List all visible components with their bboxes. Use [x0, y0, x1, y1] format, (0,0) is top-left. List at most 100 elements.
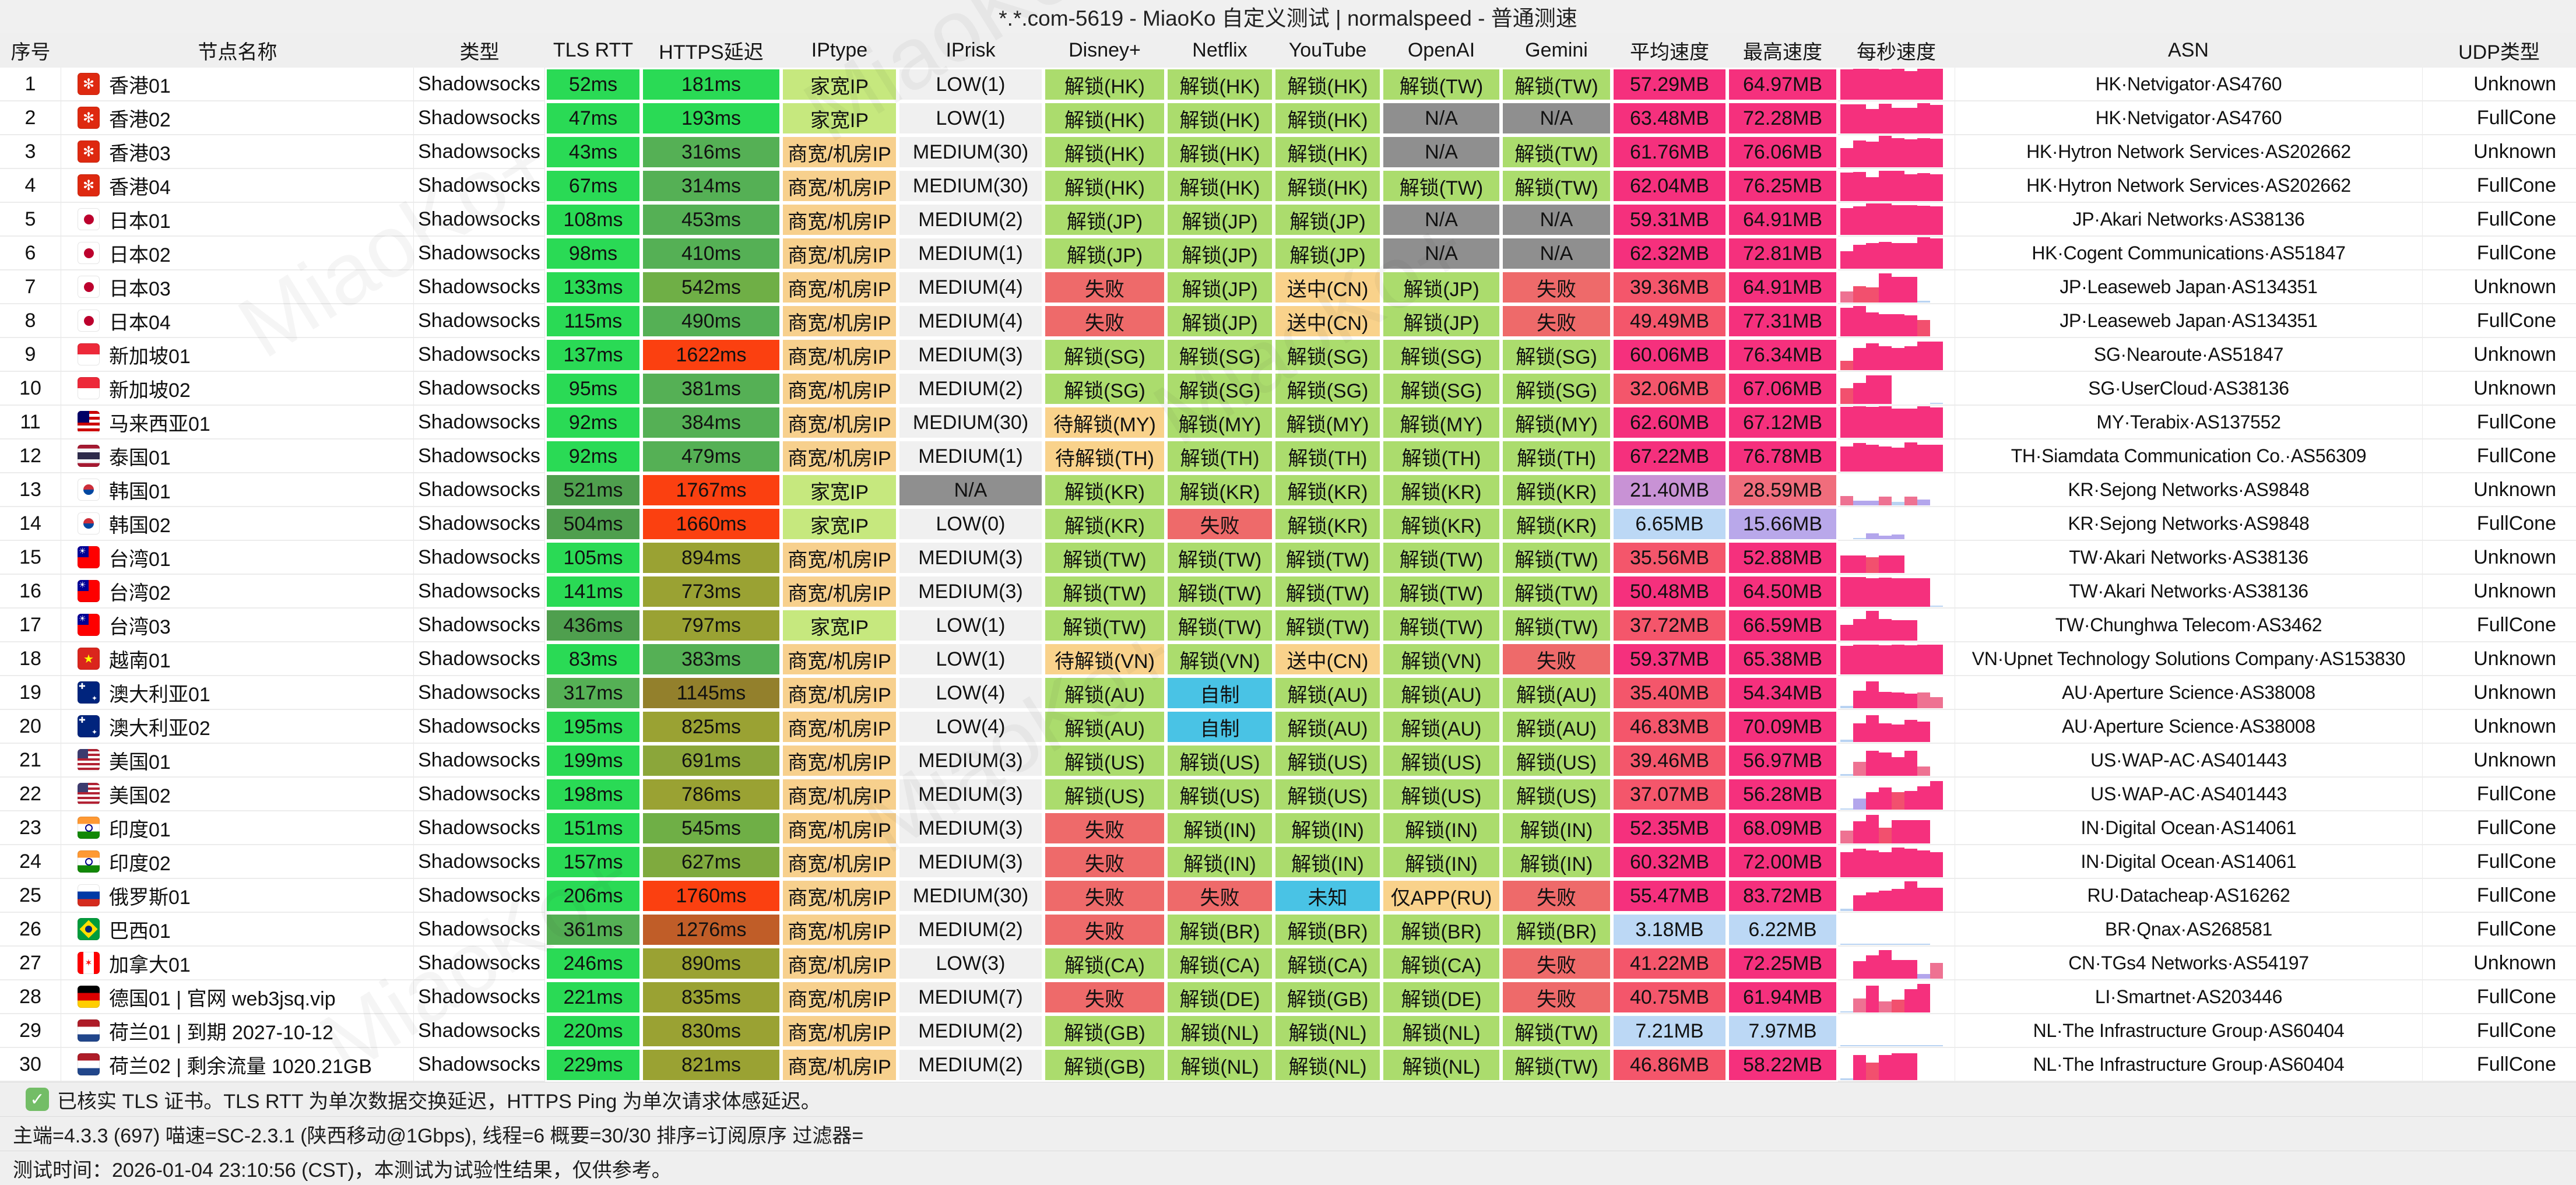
- speed-bar: [1917, 820, 1930, 843]
- cell-asn: US·WAP-AC·AS401443: [1955, 744, 2422, 778]
- node-name-label: 日本02: [109, 244, 171, 266]
- speed-bar: [1917, 103, 1930, 133]
- per-second-speed-bars: [1840, 913, 1944, 945]
- cell-max-speed: 64.50MB: [1727, 575, 1838, 609]
- speed-bar: [1879, 944, 1892, 945]
- flag-icon-br: [78, 918, 100, 940]
- speed-bar: [1892, 959, 1904, 979]
- cell-asn: BR·Qnax·AS268581: [1955, 913, 2422, 947]
- cell-tls-rtt: 98ms: [545, 237, 641, 270]
- speed-bar: [1892, 138, 1904, 167]
- speed-bar: [1904, 174, 1917, 201]
- speed-bar: [1879, 787, 1892, 810]
- cell-max-speed: 61.94MB: [1727, 980, 1838, 1014]
- speed-bar: [1866, 644, 1879, 674]
- cell-ip-risk: LOW(1): [898, 68, 1043, 101]
- cell-avg-speed: 57.29MB: [1612, 68, 1727, 101]
- cell-type: Shadowsocks: [414, 406, 545, 439]
- speed-bar: [1840, 69, 1853, 100]
- speed-bar: [1866, 242, 1879, 269]
- cell-udp-type: FullCone: [2422, 879, 2576, 913]
- cell-avg-speed: 37.07MB: [1612, 778, 1727, 811]
- cell-gemini: 失败: [1501, 947, 1612, 980]
- cell-ip-risk: N/A: [898, 473, 1043, 507]
- per-second-speed-bars: [1840, 271, 1944, 303]
- cell-gemini: 解锁(AU): [1501, 676, 1612, 710]
- cell-index: 29: [0, 1014, 61, 1048]
- footer-test-time: 测试时间：2026-01-04 23:10:56 (CST)，本测试为试验性结果…: [13, 1159, 672, 1182]
- cell-disney: 解锁(HK): [1043, 68, 1166, 101]
- cell-disney: 解锁(KR): [1043, 473, 1166, 507]
- speed-bar: [1917, 406, 1930, 438]
- cell-youtube: 解锁(NL): [1274, 1048, 1382, 1082]
- speed-bar: [1866, 500, 1879, 505]
- cell-gemini: 失败: [1501, 879, 1612, 913]
- speed-bar: [1853, 998, 1866, 1012]
- per-second-speed-bars: [1840, 102, 1944, 133]
- cell-ip-risk: MEDIUM(3): [898, 845, 1043, 879]
- per-second-speed-bars: [1840, 677, 1944, 708]
- cell-gemini: 解锁(TW): [1501, 169, 1612, 203]
- cell-ip-type: 商宽/机房IP: [781, 169, 898, 203]
- speed-bars-chart: [1838, 980, 1955, 1014]
- per-second-speed-bars: [1840, 372, 1944, 404]
- cell-index: 9: [0, 338, 61, 372]
- cell-avg-speed: 50.48MB: [1612, 575, 1727, 609]
- per-second-speed-bars: [1840, 643, 1944, 674]
- cell-node-name: 日本01: [61, 203, 414, 237]
- cell-netflix: 解锁(IN): [1166, 811, 1274, 845]
- speed-bar: [1892, 314, 1904, 336]
- cell-disney: 待解锁(VN): [1043, 642, 1166, 676]
- speed-bars-chart: [1838, 439, 1955, 473]
- cell-openai: N/A: [1382, 237, 1501, 270]
- speed-bar: [1879, 273, 1892, 303]
- per-second-speed-bars: [1840, 305, 1944, 336]
- table-row: 1香港01Shadowsocks52ms181ms家宽IPLOW(1)解锁(HK…: [0, 68, 2576, 101]
- cell-ip-type: 商宽/机房IP: [781, 744, 898, 778]
- cell-netflix: 自制: [1166, 710, 1274, 744]
- cell-asn: MY·Terabix·AS137552: [1955, 406, 2422, 439]
- per-second-speed-bars: [1840, 406, 1944, 438]
- speed-bar: [1917, 68, 1930, 100]
- cell-udp-type: FullCone: [2422, 845, 2576, 879]
- cell-ip-type: 商宽/机房IP: [781, 947, 898, 980]
- cell-ip-type: 商宽/机房IP: [781, 845, 898, 879]
- flag-icon-in: [78, 850, 100, 873]
- flag-icon-hk: [78, 73, 100, 95]
- table-row: 22 美国02 Shadowsocks 198ms 786ms 商宽/机房IP MEDIUM…: [0, 778, 2576, 811]
- table-row: 30 荷兰02 | 剩余流量 1020.21GB Shadowsocks 229ms 8…: [0, 1048, 2576, 1082]
- cell-https-delay: 821ms: [641, 1048, 781, 1082]
- cell-index: 27: [0, 947, 61, 980]
- cell-asn: US·WAP-AC·AS401443: [1955, 778, 2422, 811]
- cell-disney: 解锁(KR): [1043, 507, 1166, 541]
- cell-tls-rtt: 105ms: [545, 541, 641, 575]
- flag-icon-sg: [78, 343, 100, 365]
- per-second-speed-bars: [1840, 575, 1944, 607]
- per-second-speed-bars: [1840, 744, 1944, 776]
- cell-max-speed: 64.91MB: [1727, 270, 1838, 304]
- node-name-label: 印度01: [109, 818, 171, 841]
- cell-avg-speed: 41.22MB: [1612, 947, 1727, 980]
- speed-bar: [1930, 963, 1943, 979]
- speed-bar: [1840, 495, 1853, 505]
- cell-https-delay: 381ms: [641, 372, 781, 406]
- cell-youtube: 解锁(CA): [1274, 947, 1382, 980]
- speed-bar: [1879, 103, 1892, 133]
- speed-bar: [1930, 644, 1943, 674]
- cell-youtube: 解锁(HK): [1274, 135, 1382, 169]
- cell-index: 17: [0, 609, 61, 642]
- cell-type: Shadowsocks: [414, 439, 545, 473]
- speed-bar: [1904, 205, 1917, 235]
- cell-youtube: 解锁(NL): [1274, 1014, 1382, 1048]
- footer-version-info: 主端=4.3.3 (697) 喵速=SC-2.3.1 (陕西移动@1Gbps),…: [13, 1124, 864, 1147]
- cell-index: 18: [0, 642, 61, 676]
- speed-bar: [1853, 383, 1866, 404]
- cell-asn: SG·UserCloud·AS38136: [1955, 372, 2422, 406]
- speed-bar: [1917, 578, 1930, 607]
- cell-index: 24: [0, 845, 61, 879]
- cell-openai: 解锁(KR): [1382, 507, 1501, 541]
- cell-index: 19: [0, 676, 61, 710]
- per-second-speed-bars: [1840, 981, 1944, 1012]
- speed-bars-chart: [1838, 68, 1955, 101]
- cell-asn: NL·The Infrastructure Group·AS60404: [1955, 1014, 2422, 1048]
